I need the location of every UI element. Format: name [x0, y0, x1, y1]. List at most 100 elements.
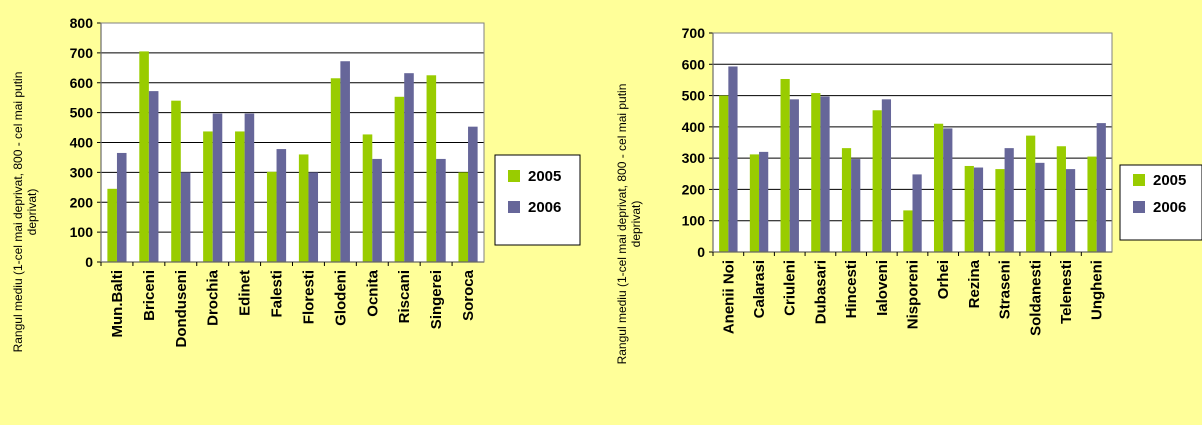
bar-2006-orhei: [943, 128, 953, 252]
x-tick-label: Straseni: [997, 260, 1014, 319]
x-tick-label: Edinet: [237, 270, 254, 316]
y-tick-label: 200: [70, 194, 94, 210]
bar-2005-ialoveni: [872, 110, 882, 252]
bar-2005-singerei: [426, 75, 437, 262]
bar-2006-drochia: [212, 113, 223, 263]
x-tick-label: Donduseni: [173, 270, 190, 348]
x-tick-label: Floresti: [300, 270, 317, 324]
bar-2006-nisporeni: [912, 174, 922, 252]
bar-2005-falesti: [266, 171, 277, 262]
y-tick-label: 0: [85, 254, 93, 270]
bar-2006-ialoveni: [881, 99, 892, 252]
bar-2005-drochia: [203, 131, 213, 262]
bar-2006-soroca: [468, 126, 478, 262]
bar-2006-dubasari: [820, 96, 830, 252]
bar-2006-calarasi: [759, 151, 769, 252]
x-tick-label: Criuleni: [782, 260, 799, 316]
bar-2005-orhei: [933, 123, 944, 252]
bar-2005-criuleni: [780, 78, 790, 253]
y-tick-label: 600: [70, 75, 94, 91]
y-tick-label: 100: [682, 213, 706, 229]
bar-2006-glodeni: [340, 61, 350, 262]
legend-swatch: [1133, 174, 1145, 186]
chart-2: 0 100 200 300 400 500 600 700 Anenii Noi Calarasi…: [615, 25, 1202, 364]
x-tick-label: Nisporeni: [905, 260, 922, 329]
bar-2005-anenii-noi: [719, 95, 729, 252]
x-tick-label: Dubasari: [812, 260, 829, 324]
x-tick-label: Orhei: [935, 260, 952, 299]
bar-2005-donduseni: [171, 100, 181, 262]
bar-2006-rezina: [973, 167, 984, 252]
x-tick-label: Calarasi: [751, 260, 768, 318]
bar-2005-glodeni: [330, 78, 341, 262]
y-tick-label: 300: [682, 150, 706, 166]
legend-label: 2006: [1153, 199, 1186, 216]
bar-2005-soroca: [458, 172, 469, 262]
x-tick-label: Briceni: [141, 270, 158, 321]
y-tick-label: 600: [682, 56, 706, 72]
bar-2006-telenesti: [1065, 169, 1076, 252]
bar-2006-hincesti: [851, 159, 861, 252]
plot-border: [712, 32, 1113, 253]
bar-2005-floresti: [298, 154, 309, 262]
bar-2005-calarasi: [749, 154, 760, 252]
y-axis-label: Rangul mediu (1-cel mai deprivat, 800 - …: [11, 72, 25, 353]
legend-label: 2005: [528, 168, 561, 185]
x-tick-label: Ungheni: [1089, 260, 1106, 320]
x-tick-label: Soroca: [460, 269, 477, 321]
bar-2006-anenii-noi: [728, 66, 738, 253]
legend-swatch: [508, 170, 520, 182]
bar-2006-edinet: [244, 113, 255, 263]
y-tick-label: 200: [682, 181, 706, 197]
x-tick-label: Singerei: [428, 270, 445, 329]
bar-2006-briceni: [148, 91, 159, 263]
bar-2005-dubasari: [811, 93, 821, 252]
x-tick-label: Glodeni: [332, 270, 349, 326]
bar-2006-mun-balti: [116, 152, 127, 262]
bar-2005-riscani: [394, 96, 405, 262]
y-tick-label: 500: [70, 105, 94, 121]
bar-2006-ungheni: [1096, 123, 1106, 252]
x-tick-label: Riscani: [396, 270, 413, 323]
bar-2005-telenesti: [1056, 146, 1066, 252]
bar-2005-rezina: [964, 165, 974, 252]
bar-2006-straseni: [1004, 148, 1014, 252]
bar-2006-falesti: [276, 149, 287, 262]
bar-2006-criuleni: [789, 99, 799, 252]
x-tick-label: Telenesti: [1058, 260, 1075, 324]
bar-2005-hincesti: [841, 148, 852, 252]
y-tick-label: 800: [70, 15, 94, 31]
x-tick-label: Ocnita: [364, 269, 381, 316]
bar-2006-donduseni: [180, 172, 191, 262]
bar-2005-mun-balti: [107, 188, 117, 262]
y-tick-label: 300: [70, 164, 94, 180]
y-tick-label: 400: [682, 119, 706, 135]
bar-2005-edinet: [235, 131, 245, 262]
x-tick-label: Anenii Noi: [720, 260, 737, 334]
legend-label: 2006: [528, 199, 561, 216]
chart-1: 0 100 200 300 400 500 600 700 800 Mun.Balti Bricen…: [11, 15, 581, 353]
bar-2006-floresti: [308, 172, 319, 262]
legend-swatch: [508, 201, 520, 213]
x-tick-label: Falesti: [269, 270, 286, 318]
bar-2006-ocnita: [372, 158, 382, 262]
y-axis-label: deprivat): [629, 201, 643, 248]
legend-label: 2005: [1153, 172, 1186, 189]
bar-2006-singerei: [436, 158, 446, 262]
bar-2006-soldanesti: [1035, 162, 1045, 252]
y-axis-label: Rangul mediu (1-cel mai deprivat, 800 - …: [615, 84, 629, 365]
bar-2005-briceni: [139, 51, 149, 262]
x-tick-label: Hincesti: [843, 260, 860, 318]
y-axis-label: deprivat): [25, 189, 39, 236]
y-tick-label: 500: [682, 88, 706, 104]
y-tick-label: 700: [70, 45, 94, 61]
y-tick-label: 0: [697, 244, 705, 260]
x-tick-label: Ialoveni: [874, 260, 891, 316]
bar-2006-riscani: [404, 73, 414, 262]
bar-2005-straseni: [995, 169, 1005, 252]
y-tick-label: 700: [682, 25, 706, 41]
x-tick-label: Soldanesti: [1027, 260, 1044, 336]
x-tick-label: Mun.Balti: [109, 270, 126, 338]
legend-swatch: [1133, 201, 1145, 213]
